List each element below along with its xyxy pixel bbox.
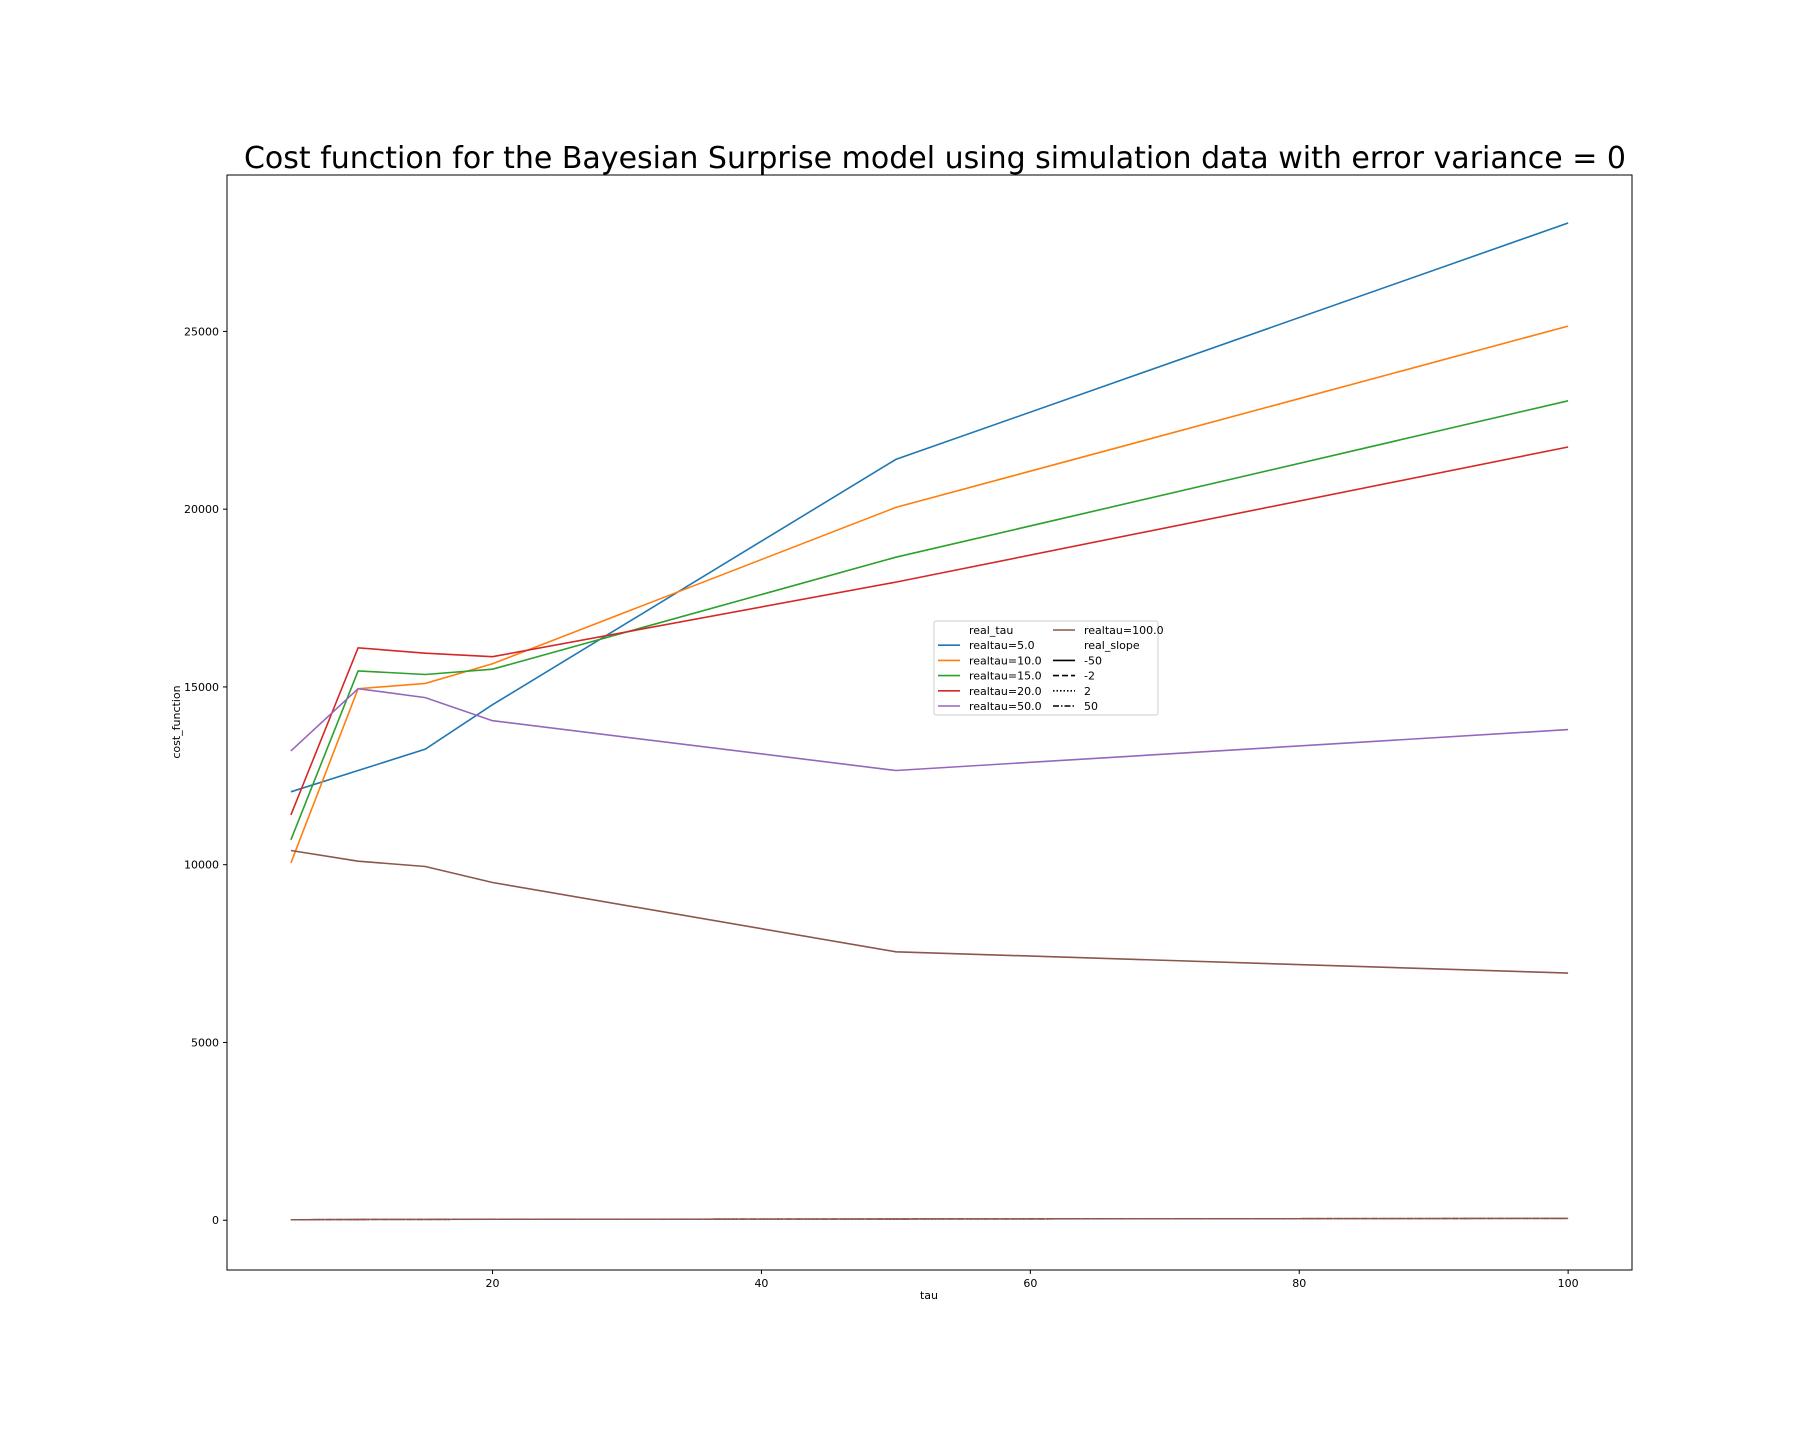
legend-label-b3: -2: [1084, 670, 1095, 683]
series-line-3: [290, 446, 1569, 816]
series-line-0: [290, 222, 1569, 793]
legend-label-b2: -50: [1084, 654, 1102, 667]
chart-title: Cost function for the Bayesian Surprise …: [244, 141, 1626, 176]
y-tick-label-0: 0: [212, 1214, 219, 1227]
y-tick-label-5: 25000: [184, 325, 219, 338]
legend-label-b5: 50: [1084, 700, 1098, 713]
legend-label-b4: 2: [1084, 685, 1091, 698]
x-tick-label-2: 60: [1023, 1277, 1037, 1290]
x-tick-label-0: 20: [486, 1277, 500, 1290]
y-tick-label-2: 10000: [184, 859, 219, 872]
x-tick-label-1: 40: [754, 1277, 768, 1290]
x-axis: 20 40 60 80 100: [486, 1270, 1579, 1290]
legend-label-a3: realtau=15.0: [969, 670, 1042, 683]
legend-box: [933, 620, 1159, 716]
legend-label-a5: realtau=50.0: [969, 700, 1042, 713]
y-tick-label-4: 20000: [184, 503, 219, 516]
x-tick-label-4: 100: [1558, 1277, 1579, 1290]
plot-series: [290, 222, 1569, 1221]
legend-label-b0: realtau=100.0: [1084, 624, 1164, 637]
y-tick-label-1: 5000: [191, 1036, 219, 1049]
series-line-2: [290, 400, 1569, 841]
series-line-1: [290, 325, 1569, 864]
legend-label-a4: realtau=20.0: [969, 685, 1042, 698]
legend: real_tau realtau=5.0 realtau=10.0 realtau=1…: [933, 620, 1164, 716]
x-tick-label-3: 80: [1292, 1277, 1306, 1290]
plot-frame: [226, 174, 1633, 1271]
legend-title-b1: real_slope: [1084, 639, 1140, 652]
y-axis-label: cost_function: [170, 685, 183, 758]
baseline-line-2: [290, 1217, 1569, 1221]
series-line-5: [290, 849, 1569, 974]
x-axis-label: tau: [920, 1289, 938, 1302]
series-line-4: [290, 687, 1569, 772]
legend-label-a2: realtau=10.0: [969, 654, 1042, 667]
legend-title-a0: real_tau: [969, 624, 1013, 637]
baseline-line-3: [290, 1217, 1569, 1221]
legend-label-a1: realtau=5.0: [969, 639, 1035, 652]
y-tick-label-3: 15000: [184, 681, 219, 694]
y-axis: 0 5000 10000 15000 20000 25000: [184, 325, 227, 1227]
